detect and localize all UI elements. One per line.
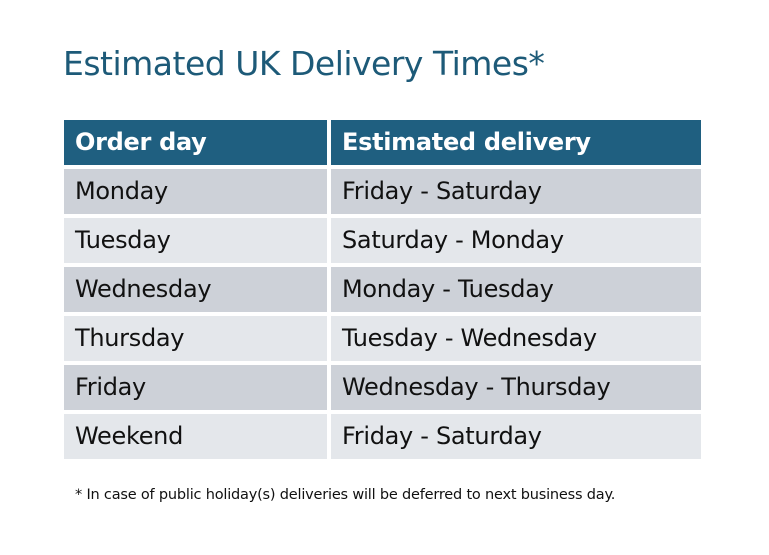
delivery-times-table: Order day Estimated delivery Monday Frid… (64, 120, 701, 459)
footnote: * In case of public holiday(s) deliverie… (75, 487, 616, 503)
table-cell-order-day: Thursday (64, 316, 327, 361)
table-cell-order-day: Friday (64, 365, 327, 410)
table-cell-estimated-delivery: Tuesday - Wednesday (331, 316, 701, 361)
page-title: Estimated UK Delivery Times* (63, 44, 545, 83)
table-cell-estimated-delivery: Friday - Saturday (331, 414, 701, 459)
column-header-order-day: Order day (64, 120, 327, 165)
column-header-estimated-delivery: Estimated delivery (331, 120, 701, 165)
table-cell-order-day: Wednesday (64, 267, 327, 312)
table-cell-order-day: Tuesday (64, 218, 327, 263)
table-cell-estimated-delivery: Monday - Tuesday (331, 267, 701, 312)
table-cell-estimated-delivery: Saturday - Monday (331, 218, 701, 263)
table-cell-estimated-delivery: Wednesday - Thursday (331, 365, 701, 410)
table-cell-order-day: Weekend (64, 414, 327, 459)
table-cell-order-day: Monday (64, 169, 327, 214)
table-cell-estimated-delivery: Friday - Saturday (331, 169, 701, 214)
